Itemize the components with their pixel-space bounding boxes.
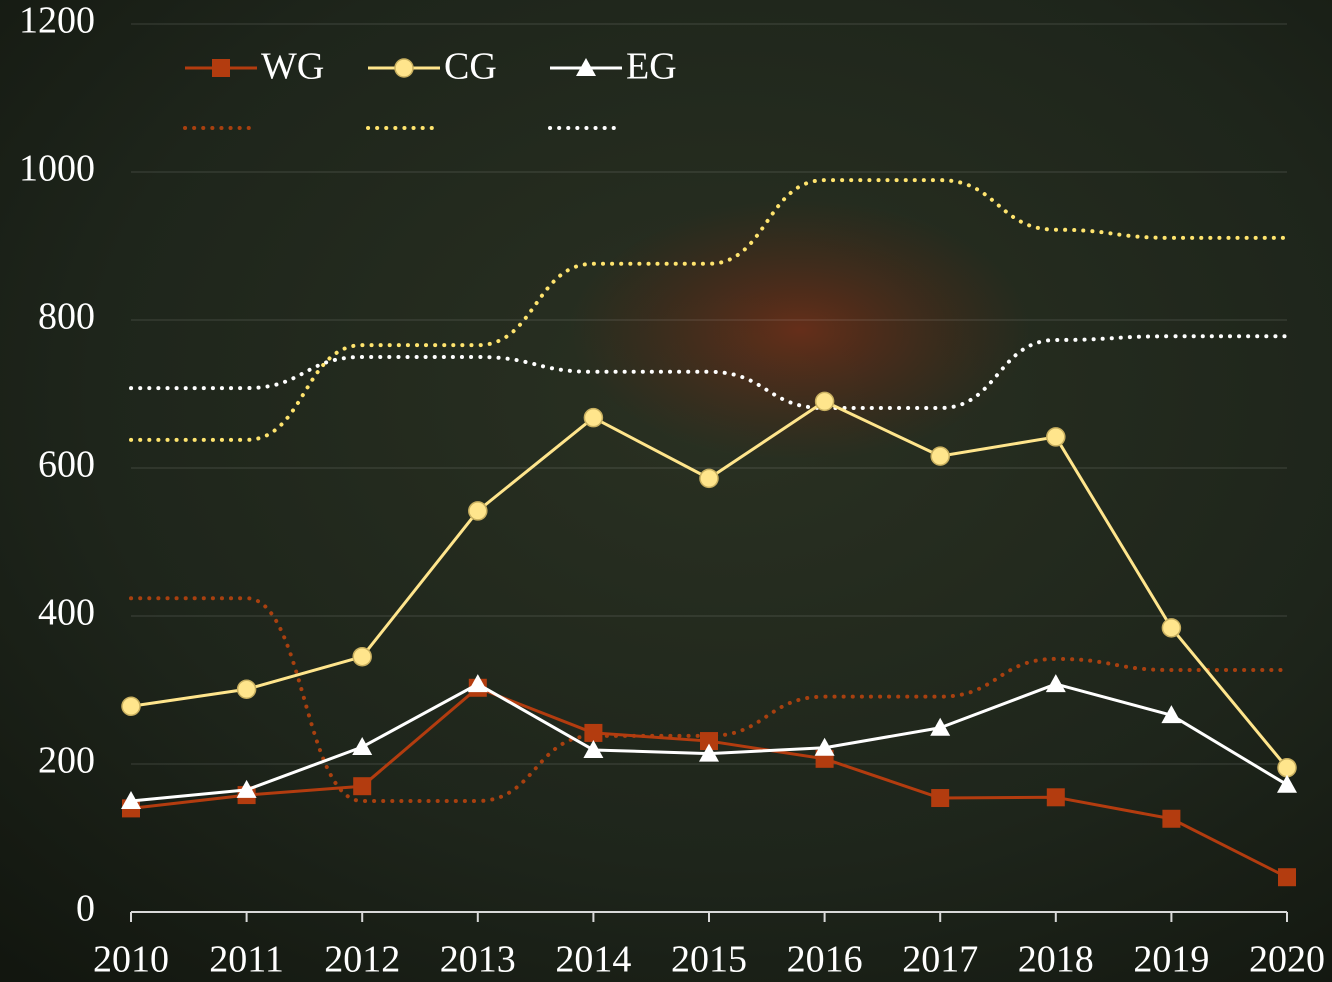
x-tick-label: 2010 [93, 939, 169, 981]
x-tick-label: 2020 [1249, 939, 1325, 981]
marker [930, 717, 951, 736]
marker [930, 446, 950, 466]
legend-marker [576, 58, 596, 76]
marker [700, 732, 718, 751]
x-tick-label: 2017 [902, 939, 978, 981]
x-tick-label: 2015 [671, 939, 747, 981]
marker [352, 736, 373, 755]
marker [467, 674, 488, 693]
marker [583, 739, 604, 758]
x-tick-label: 2011 [209, 939, 284, 981]
x-tick-label: 2016 [787, 939, 863, 981]
marker [1046, 788, 1065, 807]
plot [121, 178, 1297, 887]
marker [1161, 705, 1182, 724]
x-tick-label: 2012 [324, 939, 400, 981]
y-tick-label: 800 [38, 296, 95, 338]
marker [584, 723, 603, 742]
marker [468, 501, 488, 521]
background-fish [570, 200, 1030, 460]
marker [699, 743, 719, 762]
series-line [129, 596, 1289, 804]
grid: 0 200 400 600 800 1000 1200 2010 2011 2012 2013 201… [19, 0, 1325, 981]
x-tick-label: 2013 [440, 939, 516, 981]
legend: WG CG EG [183, 46, 677, 130]
x-tick-label: 2019 [1133, 939, 1209, 981]
marker [1161, 618, 1182, 638]
y-tick-label: 1200 [19, 0, 95, 42]
marker [814, 737, 835, 756]
marker [1162, 809, 1181, 828]
legend-marker [212, 59, 230, 77]
marker [236, 779, 257, 798]
y-tick-label: 200 [38, 740, 95, 782]
marker [931, 789, 950, 808]
marker [1045, 674, 1066, 693]
marker [353, 777, 372, 796]
marker [121, 696, 141, 717]
legend-label: CG [444, 46, 497, 88]
y-tick-label: 0 [76, 888, 95, 930]
y-tick-label: 600 [38, 444, 95, 486]
legend-label: WG [261, 46, 324, 88]
marker [814, 391, 835, 412]
marker [1278, 868, 1296, 887]
marker [352, 646, 372, 667]
marker [1277, 757, 1297, 778]
marker [583, 407, 604, 428]
y-tick-label: 1000 [19, 148, 95, 190]
x-tick-label: 2014 [555, 939, 631, 981]
legend-marker [394, 58, 414, 78]
marker [1277, 774, 1297, 793]
marker [121, 791, 141, 809]
marker [236, 679, 257, 700]
y-tick-label: 400 [38, 592, 95, 634]
marker [1046, 427, 1066, 447]
legend-label: EG [626, 46, 677, 88]
x-tick-label: 2018 [1018, 939, 1094, 981]
marker [699, 468, 719, 489]
